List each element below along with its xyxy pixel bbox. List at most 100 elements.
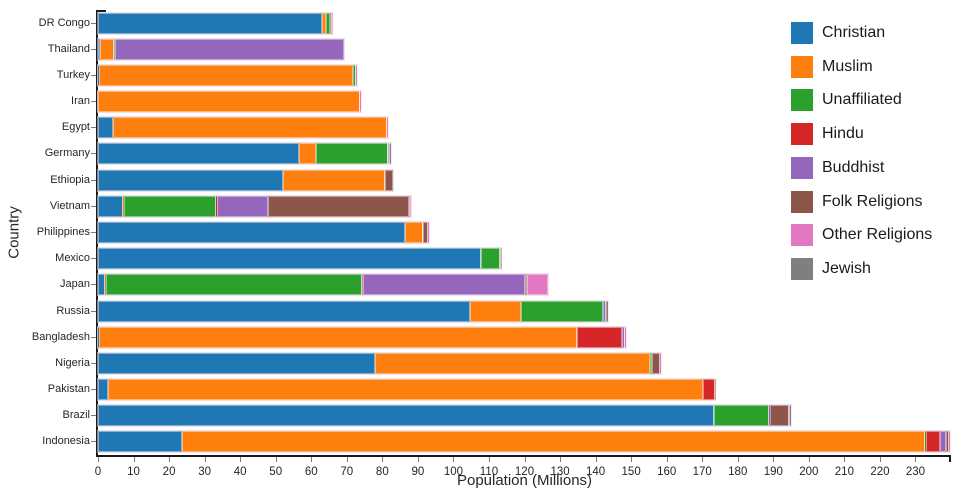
segment-muslim: [98, 91, 360, 113]
segment-christian: [98, 38, 101, 60]
segment-folk-religions: [605, 300, 607, 322]
y-axis-spine-cap: [96, 10, 106, 12]
legend-item-buddhist: Buddhist: [791, 156, 885, 179]
y-tick: [91, 310, 96, 312]
legend-item-folk-religions: Folk Religions: [791, 190, 922, 213]
legend-item-muslim: Muslim: [791, 55, 873, 78]
segment-muslim: [182, 431, 926, 453]
x-tick: [275, 457, 277, 462]
x-tick-label: 150: [621, 466, 641, 478]
segment-other-religions: [660, 352, 661, 374]
x-tick: [524, 457, 526, 462]
bar-bangladesh: [98, 326, 626, 348]
segment-christian: [98, 64, 100, 86]
segment-muslim: [322, 12, 326, 34]
x-tick: [453, 457, 455, 462]
x-axis-spine: [96, 455, 951, 457]
x-axis-end-tick: [949, 455, 951, 462]
y-tick: [91, 153, 96, 155]
segment-folk-religions: [385, 169, 394, 191]
segment-unaffiliated: [114, 38, 115, 60]
segment-muslim: [283, 169, 385, 191]
y-tick-label-thailand: Thailand: [47, 42, 90, 55]
x-tick-label: 60: [304, 466, 318, 478]
y-tick: [91, 415, 96, 417]
segment-hindu: [925, 431, 941, 453]
y-tick-label-mexico: Mexico: [55, 252, 90, 265]
segment-other-religions: [355, 64, 357, 86]
bar-philippines: [98, 222, 430, 243]
segment-muslim: [123, 195, 124, 217]
x-tick: [595, 457, 597, 462]
segment-other-religions: [409, 195, 411, 217]
segment-muslim: [99, 326, 577, 348]
bar-thailand: [98, 38, 345, 60]
segment-folk-religions: [267, 195, 409, 217]
x-tick: [808, 457, 810, 462]
legend-label: Muslim: [822, 57, 873, 75]
legend-swatch: [791, 224, 813, 247]
x-tick: [133, 457, 135, 462]
y-tick: [91, 101, 96, 103]
y-tick: [91, 232, 96, 233]
x-tick: [98, 457, 99, 462]
segment-jewish: [606, 300, 608, 322]
segment-folk-religions: [330, 12, 332, 34]
x-tick-label: 100: [443, 466, 463, 478]
y-tick: [91, 74, 96, 76]
segment-christian: [98, 300, 471, 322]
bar-russia: [98, 300, 608, 322]
segment-buddhist: [940, 431, 947, 453]
segment-christian: [98, 405, 714, 427]
x-tick-label: 230: [905, 466, 926, 478]
x-tick: [737, 457, 739, 462]
segment-unaffiliated: [650, 352, 653, 374]
segment-folk-religions: [624, 326, 626, 348]
legend-label: Buddhist: [822, 158, 885, 176]
y-tick-label-brazil: Brazil: [62, 409, 90, 422]
segment-muslim: [298, 143, 316, 165]
legend-item-unaffiliated: Unaffiliated: [791, 89, 902, 112]
x-tick: [666, 457, 668, 462]
segment-other-religions: [948, 431, 951, 453]
bar-iran: [98, 91, 361, 113]
segment-folk-religions: [946, 431, 949, 453]
bar-mexico: [98, 248, 502, 270]
segment-christian: [98, 274, 106, 296]
x-axis-title: Population (Millions): [456, 472, 593, 489]
y-tick-label-turkey: Turkey: [56, 68, 90, 81]
legend-swatch: [791, 22, 813, 44]
segment-christian: [98, 248, 482, 270]
x-tick-label: 140: [585, 466, 606, 478]
x-tick-label: 90: [411, 466, 425, 478]
x-tick: [204, 457, 206, 462]
y-tick: [91, 441, 96, 443]
segment-christian: [98, 431, 183, 453]
segment-muslim: [99, 64, 353, 86]
segment-other-religions: [526, 274, 549, 296]
x-tick-label: 10: [127, 466, 140, 478]
legend-item-christian: Christian: [791, 22, 885, 44]
x-tick: [879, 457, 881, 462]
segment-hindu: [577, 326, 623, 348]
segment-christian: [98, 12, 323, 34]
x-tick-label: 70: [340, 466, 354, 478]
y-tick-label-indonesia: Indonesia: [42, 435, 90, 448]
segment-muslim: [375, 352, 651, 374]
segment-unaffiliated: [576, 326, 578, 348]
x-tick-label: 200: [799, 466, 819, 478]
segment-muslim: [470, 300, 522, 322]
segment-unaffiliated: [481, 248, 501, 270]
legend-swatch: [791, 257, 813, 280]
y-tick: [91, 284, 96, 286]
segment-buddhist: [216, 195, 268, 217]
segment-buddhist: [115, 38, 345, 60]
bar-japan: [98, 274, 549, 296]
bar-egypt: [98, 117, 388, 139]
segment-muslim: [404, 222, 423, 243]
segment-folk-religions: [769, 405, 790, 427]
segment-folk-religions: [652, 352, 661, 374]
segment-other-religions: [789, 405, 791, 427]
y-tick-label-japan: Japan: [60, 278, 90, 291]
